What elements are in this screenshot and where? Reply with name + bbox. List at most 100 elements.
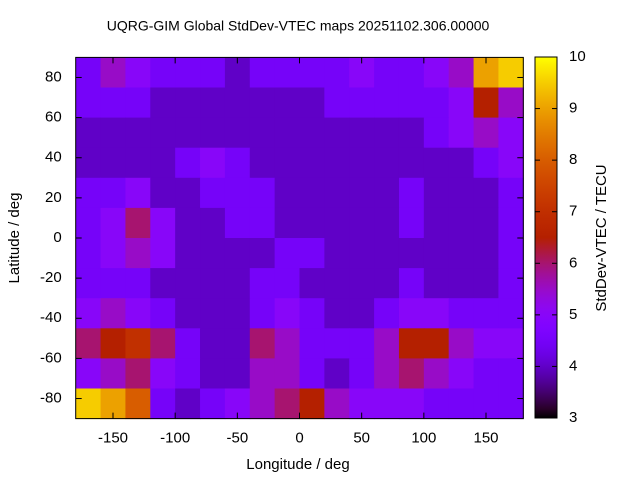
heatmap-cell — [498, 87, 524, 119]
heatmap-cell — [249, 57, 276, 88]
colorbar — [535, 57, 557, 418]
heatmap-cell — [398, 268, 425, 299]
heatmap-cell — [448, 117, 475, 149]
heatmap-cell — [349, 117, 375, 149]
heatmap-cell — [150, 358, 176, 389]
heatmap-cell — [349, 268, 375, 299]
y-tick-label: 80 — [45, 68, 62, 85]
heatmap-cell — [448, 87, 475, 119]
heatmap-cell — [448, 57, 475, 88]
heatmap-cell — [299, 358, 325, 389]
heatmap-cell — [448, 388, 475, 420]
heatmap-cell — [498, 358, 524, 389]
y-tick-label: -40 — [40, 309, 62, 326]
heatmap-cell — [100, 328, 126, 359]
heatmap-cell — [75, 147, 102, 179]
heatmap-cell — [125, 388, 151, 420]
x-tick-label: -150 — [98, 430, 128, 447]
y-tick-label: 0 — [53, 229, 61, 246]
heatmap-cell — [150, 328, 176, 359]
heatmap-cell — [349, 238, 375, 269]
heatmap-cell — [423, 298, 450, 329]
heatmap-cell — [324, 147, 350, 179]
heatmap-cell — [299, 117, 325, 149]
heatmap-cell — [175, 238, 201, 269]
heatmap-cell — [200, 117, 226, 149]
heatmap-cell — [200, 238, 226, 269]
x-axis-label: Longitude / deg — [246, 456, 349, 473]
x-tick-label: 50 — [353, 430, 370, 447]
heatmap-cell — [423, 207, 450, 239]
x-tick-label: 150 — [473, 430, 498, 447]
heatmap-cell — [398, 388, 425, 420]
heatmap-cell — [175, 117, 201, 149]
heatmap-cell — [324, 328, 350, 359]
heatmap-cell — [125, 358, 151, 389]
heatmap-cell — [175, 147, 201, 179]
heatmap-cell — [374, 207, 400, 239]
heatmap-cell — [125, 328, 151, 359]
heatmap-cell — [498, 57, 524, 88]
heatmap-cell — [200, 388, 226, 420]
heatmap-cell — [249, 177, 276, 209]
heatmap-cell — [125, 298, 151, 329]
heatmap-cell — [374, 298, 400, 329]
heatmap-cell — [100, 268, 126, 299]
colorbar-tick-label: 8 — [569, 151, 577, 168]
heatmap-cell — [175, 388, 201, 420]
heatmap-cell — [200, 177, 226, 209]
heatmap-cell — [324, 388, 350, 420]
heatmap-cell — [224, 177, 251, 209]
heatmap-cell — [423, 147, 450, 179]
heatmap-cell — [75, 238, 102, 269]
heatmap-cell — [224, 207, 251, 239]
heatmap-cell — [175, 87, 201, 119]
heatmap-cell — [150, 57, 176, 88]
heatmap-cell — [398, 87, 425, 119]
heatmap-cell — [473, 177, 499, 209]
heatmap-cell — [349, 298, 375, 329]
heatmap-cell — [249, 328, 276, 359]
heatmap-cell — [249, 358, 276, 389]
heatmap-cell — [498, 388, 524, 420]
heatmap-cell — [448, 177, 475, 209]
heatmap-cell — [473, 207, 499, 239]
heatmap-cell — [200, 57, 226, 88]
heatmap-cell — [249, 147, 276, 179]
heatmap-cell — [100, 177, 126, 209]
heatmap-cell — [498, 298, 524, 329]
colorbar-tick-label: 5 — [569, 306, 577, 323]
heatmap-cell — [299, 207, 325, 239]
heatmap-cell — [398, 177, 425, 209]
heatmap-cell — [299, 388, 325, 420]
heatmap-cell — [175, 298, 201, 329]
heatmap-cell — [324, 87, 350, 119]
heatmap-cell — [398, 57, 425, 88]
heatmap-cell — [374, 268, 400, 299]
heatmap-cell — [75, 87, 102, 119]
heatmap-cell — [374, 358, 400, 389]
heatmap-cell — [125, 177, 151, 209]
heatmap-cell — [75, 57, 102, 88]
heatmap-cell — [274, 328, 300, 359]
heatmap-cell — [274, 147, 300, 179]
heatmap-cell — [75, 207, 102, 239]
heatmap-cell — [324, 207, 350, 239]
heatmap-cell — [100, 358, 126, 389]
heatmap-cell — [473, 268, 499, 299]
heatmap-cell — [100, 207, 126, 239]
heatmap-cell — [224, 238, 251, 269]
heatmap-cell — [498, 147, 524, 179]
heatmap-cell — [324, 238, 350, 269]
heatmap-cell — [150, 298, 176, 329]
heatmap-cell — [249, 207, 276, 239]
heatmap-cell — [299, 87, 325, 119]
heatmap-cell — [150, 147, 176, 179]
heatmap — [75, 57, 524, 420]
heatmap-cell — [498, 117, 524, 149]
heatmap-cell — [498, 268, 524, 299]
heatmap-cell — [473, 117, 499, 149]
heatmap-cell — [200, 298, 226, 329]
heatmap-cell — [448, 358, 475, 389]
heatmap-cell — [249, 117, 276, 149]
